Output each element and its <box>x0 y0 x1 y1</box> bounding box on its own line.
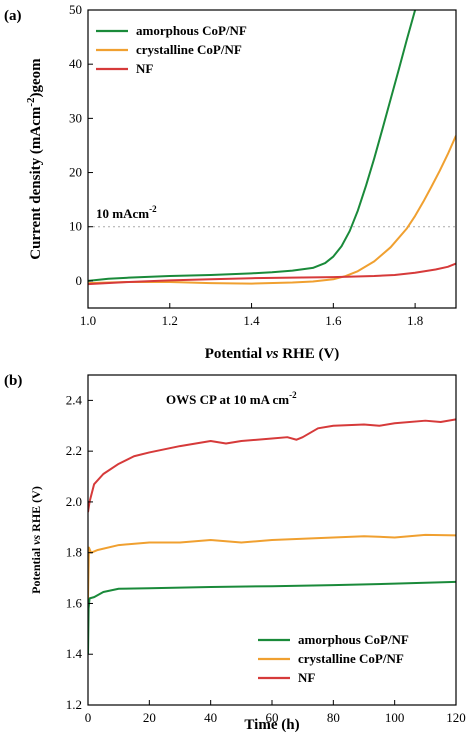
x-tick-label: 1.0 <box>80 313 96 328</box>
x-tick-label: 60 <box>266 710 279 725</box>
x-axis-label-a-suffix: RHE (V) <box>278 346 339 362</box>
x-tick-label: 100 <box>385 710 405 725</box>
reference-annotation-sup: -2 <box>149 204 157 214</box>
series-line-2 <box>88 533 456 599</box>
y-axis-label-b-suffix: RHE (V) <box>29 486 43 535</box>
legend-a: amorphous CoP/NF crystalline CoP/NF NF <box>96 23 247 76</box>
y-tick-label: 1.4 <box>66 646 83 661</box>
y-axis-label-a: Current density (mAcm-2)geom <box>25 58 44 260</box>
y-tick-label: 30 <box>69 110 82 125</box>
legend-entry: crystalline CoP/NF <box>298 651 404 666</box>
y-tick-label: 40 <box>69 56 82 71</box>
chart-b-title-main: OWS CP at 10 mA cm <box>166 392 289 407</box>
legend-entry: amorphous CoP/NF <box>298 632 409 647</box>
legend-entry: crystalline CoP/NF <box>136 42 242 57</box>
y-axis-label-a-end: )geom <box>28 58 44 98</box>
y-tick-label: 50 <box>69 2 82 17</box>
y-tick-label: 1.2 <box>66 697 82 712</box>
series-line-1 <box>88 580 456 655</box>
y-tick-label: 2.0 <box>66 494 82 509</box>
x-axis-label-a: Potential vs RHE (V) <box>205 346 340 362</box>
legend-entry: NF <box>298 670 315 685</box>
x-tick-label: 1.4 <box>243 313 260 328</box>
y-axis-label-b: Potential vs RHE (V) <box>29 486 43 594</box>
y-tick-label: 0 <box>76 273 83 288</box>
chart-b-title-sup: -2 <box>289 390 297 400</box>
y-axis-label-b-prefix: Potential <box>29 545 43 594</box>
series-line-2 <box>88 135 456 285</box>
chart-panel-b: (b) 0 20 40 60 80 100 120 1.2 1.4 1.6 1.8 2.0 2.2 2.4… <box>4 373 466 733</box>
plot-a-frame <box>87 9 457 309</box>
legend-entry: amorphous CoP/NF <box>136 23 247 38</box>
y-tick-label: 10 <box>69 219 82 234</box>
reference-annotation-main: 10 mAcm <box>96 206 149 221</box>
x-axis-label-a-italic: vs <box>266 346 279 362</box>
series-line-1 <box>88 10 417 282</box>
reference-annotation: 10 mAcm-2 <box>96 204 157 221</box>
y-tick-label: 1.6 <box>66 595 83 610</box>
x-tick-label: 1.6 <box>325 313 342 328</box>
panel-a-label: (a) <box>4 8 22 24</box>
chart-b-title: OWS CP at 10 mA cm-2 <box>166 390 297 407</box>
panel-b-label: (b) <box>4 373 22 389</box>
x-tick-label: 120 <box>446 710 466 725</box>
x-tick-label: 1.8 <box>407 313 423 328</box>
y-axis-label-a-sup: -2 <box>25 97 37 107</box>
x-tick-label: 40 <box>204 710 217 725</box>
y-tick-label: 2.2 <box>66 443 82 458</box>
y-tick-label: 1.8 <box>66 545 82 560</box>
x-tick-label: 80 <box>327 710 340 725</box>
legend-entry: NF <box>136 61 153 76</box>
x-tick-label: 1.2 <box>162 313 178 328</box>
x-tick-label: 0 <box>85 710 92 725</box>
y-axis-label-b-italic: vs <box>29 535 43 545</box>
y-tick-label: 2.4 <box>66 392 83 407</box>
y-axis-label-a-main: Current density (mAcm <box>28 106 44 260</box>
y-tick-label: 20 <box>69 165 82 180</box>
x-axis-label-a-prefix: Potential <box>205 346 266 362</box>
x-axis-label-b: Time (h) <box>244 717 299 733</box>
series-line-3 <box>88 418 456 513</box>
x-tick-label: 20 <box>143 710 156 725</box>
series-line-3 <box>88 262 456 286</box>
legend-b: amorphous CoP/NF crystalline CoP/NF NF <box>258 632 409 685</box>
